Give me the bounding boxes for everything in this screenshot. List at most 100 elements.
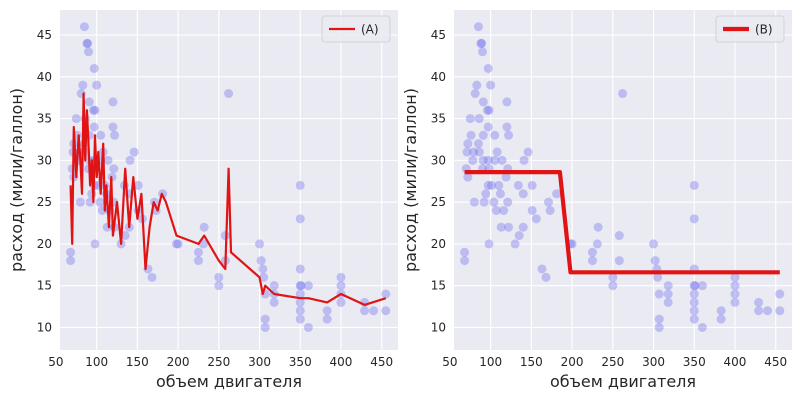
scatter-point [463, 139, 473, 149]
scatter-point [108, 122, 118, 132]
scatter-point [689, 180, 699, 190]
scatter-point [322, 306, 332, 316]
scatter-point [482, 105, 492, 115]
scatter-point [730, 289, 740, 299]
scatter-point [133, 180, 143, 190]
scatter-point [381, 289, 391, 299]
scatter-point [336, 272, 346, 282]
scatter-point [496, 222, 506, 232]
scatter-point [460, 247, 470, 257]
scatter-point [465, 114, 475, 124]
scatter-point [82, 38, 92, 48]
scatter-point [460, 256, 470, 266]
y-tick-label: 15 [431, 279, 446, 293]
scatter-point [716, 306, 726, 316]
scatter-point [474, 114, 484, 124]
legend-label: (B) [755, 23, 773, 37]
scatter-point [492, 147, 502, 157]
y-axis-label: расход (мили/галлон) [401, 88, 420, 272]
scatter-point [360, 306, 370, 316]
y-tick-label: 15 [37, 279, 52, 293]
y-tick-label: 20 [37, 237, 52, 251]
x-tick-label: 300 [642, 355, 665, 369]
scatter-point [650, 256, 660, 266]
scatter-point [754, 297, 764, 307]
scatter-point [481, 189, 491, 199]
scatter-point [478, 97, 488, 107]
x-tick-label: 250 [601, 355, 624, 369]
scatter-point [269, 297, 279, 307]
scatter-point [490, 130, 500, 140]
scatter-point [75, 197, 85, 207]
scatter-point [618, 89, 628, 99]
scatter-point [689, 297, 699, 307]
scatter-point [543, 197, 553, 207]
scatter-point [775, 289, 785, 299]
scatter-point [587, 247, 597, 257]
scatter-point [541, 272, 551, 282]
scatter-point [336, 281, 346, 291]
scatter-point [147, 272, 157, 282]
scatter-point [258, 264, 268, 274]
scatter-point [66, 256, 76, 266]
scatter-point [478, 47, 488, 57]
y-tick-label: 45 [431, 28, 446, 42]
scatter-point [71, 114, 81, 124]
scatter-point [303, 322, 313, 332]
scatter-point [469, 147, 479, 157]
scatter-point [501, 172, 511, 182]
scatter-point [484, 239, 494, 249]
scatter-point [462, 147, 472, 157]
scatter-point [552, 189, 562, 199]
legend-box [715, 15, 785, 43]
y-tick-label: 40 [431, 70, 446, 84]
scatter-point [84, 47, 94, 57]
y-tick-label: 45 [37, 28, 52, 42]
scatter-point [649, 239, 659, 249]
y-tick-label: 20 [431, 237, 446, 251]
scatter-point [109, 164, 119, 174]
scatter-point [296, 281, 306, 291]
scatter-point [486, 180, 496, 190]
scatter-point [303, 281, 313, 291]
scatter-point [730, 272, 740, 282]
x-tick-label: 100 [85, 355, 108, 369]
scatter-point [654, 322, 664, 332]
x-tick-label: 400 [724, 355, 747, 369]
scatter-point [96, 130, 106, 140]
scatter-point [484, 105, 494, 115]
y-tick-label: 25 [37, 195, 52, 209]
x-tick-label: 300 [248, 355, 271, 369]
scatter-point [689, 306, 699, 316]
scatter-point [486, 80, 496, 90]
scatter-point [510, 239, 520, 249]
scatter-point [466, 130, 476, 140]
scatter-point [592, 239, 602, 249]
scatter-point [95, 197, 105, 207]
scatter-point [269, 281, 279, 291]
scatter-point [473, 22, 483, 32]
scatter-point [523, 147, 533, 157]
scatter-point [89, 122, 99, 132]
scatter-point [489, 197, 499, 207]
y-tick-label: 10 [37, 320, 52, 334]
x-tick-label: 450 [764, 355, 787, 369]
scatter-point [654, 314, 664, 324]
scatter-point [224, 89, 234, 99]
scatter-point [474, 147, 484, 157]
y-tick-label: 25 [431, 195, 446, 209]
scatter-point [295, 297, 305, 307]
scatter-point [514, 231, 524, 241]
scatter-point [88, 105, 98, 115]
scatter-point [84, 97, 94, 107]
scatter-point [690, 281, 700, 291]
scatter-point [587, 256, 597, 266]
scatter-point [295, 180, 305, 190]
scatter-point [697, 281, 707, 291]
scatter-point [295, 214, 305, 224]
scatter-point [654, 289, 664, 299]
scatter-point [504, 130, 514, 140]
scatter-point [537, 264, 547, 274]
fit-line [464, 170, 780, 275]
plot-background [454, 10, 792, 350]
